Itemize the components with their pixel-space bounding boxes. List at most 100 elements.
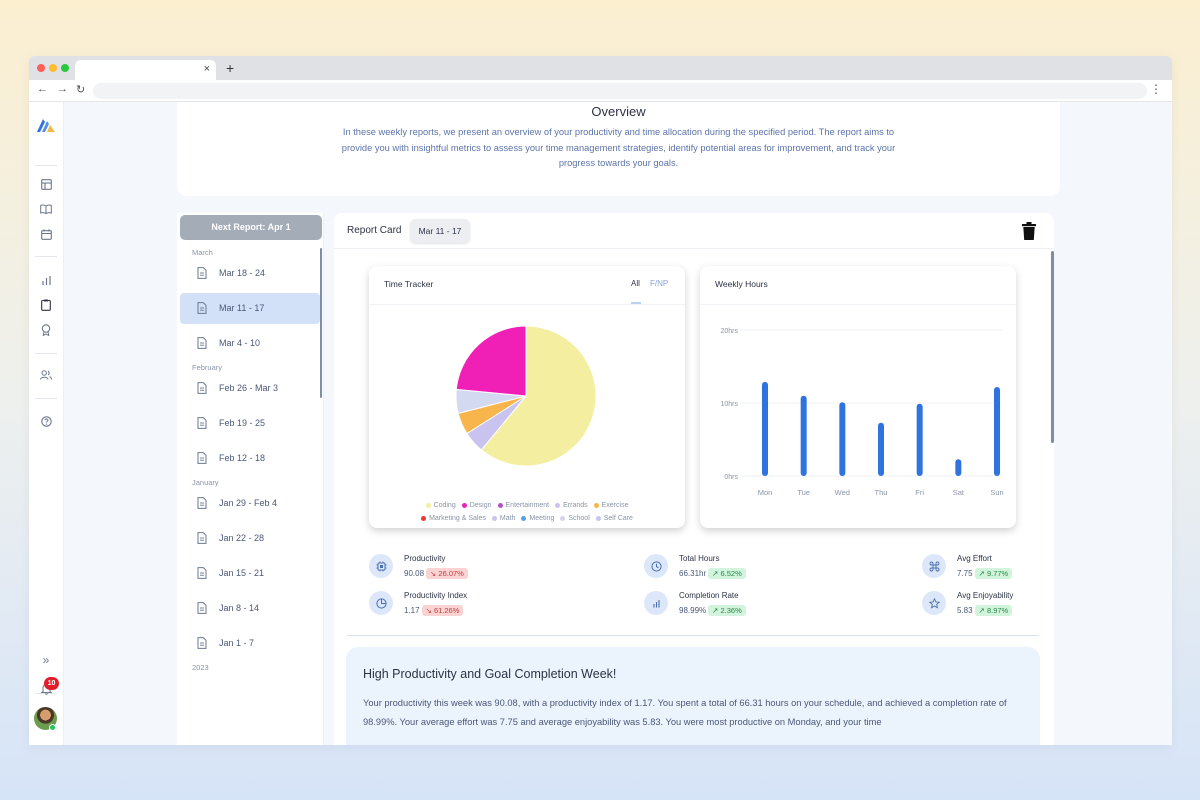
url-input[interactable]	[93, 83, 1147, 99]
legend-label: Entertainment	[505, 502, 550, 509]
forward-icon[interactable]: →	[57, 83, 68, 95]
legend-item[interactable]: Coding	[425, 502, 456, 509]
legend-item[interactable]: Exercise	[593, 502, 628, 509]
report-item-label: Mar 18 - 24	[219, 268, 266, 278]
app-logo[interactable]	[36, 116, 56, 134]
maximize-window-dot[interactable]	[61, 64, 69, 72]
cpu-icon	[369, 554, 393, 578]
legend-item[interactable]: Entertainment	[497, 502, 550, 509]
tab-close-icon[interactable]: ×	[203, 63, 210, 75]
report-item[interactable]: Jan 22 - 28	[180, 523, 320, 554]
next-report-button[interactable]: Next Report: Apr 1	[180, 215, 322, 240]
sidebar-divider	[35, 398, 57, 399]
bar-thu[interactable]	[878, 422, 884, 476]
bar-chart-icon	[644, 591, 668, 615]
report-item[interactable]: Mar 18 - 24	[180, 258, 320, 289]
reload-icon[interactable]: ↻	[76, 84, 86, 96]
new-tab-icon[interactable]: +	[226, 60, 235, 76]
legend-item[interactable]: Marketing & Sales	[421, 515, 486, 522]
dashboard-icon[interactable]	[39, 177, 53, 191]
notification-badge: 10	[44, 677, 59, 690]
time-tracker-card: Time Tracker All F/NP Coding Design Entert…	[369, 266, 685, 528]
report-card-scrollbar[interactable]	[1051, 251, 1054, 443]
legend-label: Coding	[433, 502, 456, 509]
tab-all[interactable]: All	[631, 279, 640, 288]
calendar-icon[interactable]	[39, 227, 53, 241]
x-tick-label: Thu	[875, 488, 888, 497]
time-tracker-pie-chart	[455, 325, 597, 467]
document-icon	[197, 337, 207, 349]
document-icon	[197, 497, 207, 509]
report-item[interactable]: Jan 15 - 21	[180, 558, 320, 589]
report-item[interactable]: Feb 19 - 25	[180, 408, 320, 439]
document-icon	[197, 567, 207, 579]
bar-sun[interactable]	[994, 386, 1000, 476]
report-item[interactable]: Mar 11 - 17	[180, 293, 320, 324]
document-icon	[197, 452, 207, 464]
metric-change-badge: ↘ 26.07%	[426, 568, 468, 579]
document-icon	[197, 602, 207, 614]
metric-change-badge: ↗ 8.97%	[974, 605, 1013, 616]
back-icon[interactable]: ←	[37, 83, 48, 95]
metric-value: 98.99% ↗ 2.36%	[679, 605, 746, 616]
report-item-label: Jan 8 - 14	[219, 603, 260, 613]
pie-slice-design[interactable]	[455, 325, 527, 397]
document-icon	[197, 267, 207, 279]
legend-item[interactable]: Design	[461, 502, 492, 509]
legend-item[interactable]: School	[560, 515, 590, 522]
users-icon[interactable]	[39, 368, 53, 382]
expand-icon[interactable]: »	[42, 653, 50, 667]
book-icon[interactable]	[39, 202, 53, 216]
legend-item[interactable]: Math	[491, 515, 515, 522]
reports-list: Next Report: Apr 1 March Mar 18 - 24 Mar 1…	[177, 213, 324, 745]
award-icon[interactable]	[39, 323, 53, 337]
overview-description: In these weekly reports, we present an o…	[341, 127, 896, 168]
chart-icon[interactable]	[39, 273, 53, 287]
report-item[interactable]: Jan 29 - Feb 4	[180, 488, 320, 519]
pie-slice-coding[interactable]	[480, 325, 597, 467]
metric-change-badge: ↘ 61.26%	[421, 605, 464, 616]
card-divider	[700, 304, 1016, 305]
legend-dot	[421, 515, 427, 521]
close-window-dot[interactable]	[37, 64, 45, 72]
x-tick-label: Tue	[797, 488, 810, 497]
bar-mon[interactable]	[762, 381, 768, 476]
metric-avg-effort: Avg Effort 7.75 ↗ 9.77%	[922, 554, 1054, 584]
trash-icon	[1022, 222, 1036, 240]
metric-completion-rate: Completion Rate 98.99% ↗ 2.36%	[644, 591, 804, 621]
browser-menu-icon[interactable]: ⋮	[1150, 82, 1162, 96]
clipboard-icon[interactable]	[39, 298, 53, 312]
browser-tab[interactable]: ×	[75, 60, 216, 80]
bar-wed[interactable]	[839, 402, 846, 476]
app-sidebar: » 10	[29, 102, 64, 745]
delete-report-button[interactable]	[1022, 222, 1036, 240]
bar-tue[interactable]	[800, 395, 807, 476]
document-icon	[197, 382, 207, 394]
legend-item[interactable]: Errands	[555, 502, 588, 509]
bar-fri[interactable]	[916, 403, 923, 476]
report-range-chip[interactable]: Mar 11 - 17	[410, 219, 470, 243]
minimize-window-dot[interactable]	[49, 64, 57, 72]
legend-item[interactable]: Self Care	[595, 515, 633, 522]
report-item[interactable]: Feb 12 - 18	[180, 443, 320, 474]
reports-scrollbar[interactable]	[320, 248, 322, 398]
tab-bar: × +	[29, 56, 1172, 80]
report-item-label: Jan 1 - 7	[219, 638, 255, 648]
x-tick-label: Mon	[758, 488, 773, 497]
y-tick-label: 20hrs	[720, 328, 738, 335]
metric-name: Total Hours	[679, 554, 720, 563]
tab-fnp[interactable]: F/NP	[650, 279, 669, 288]
metric-change-badge: ↗ 2.36%	[708, 605, 746, 616]
legend-item[interactable]: Meeting	[521, 515, 554, 522]
bar-sat[interactable]	[955, 459, 962, 476]
report-item[interactable]: Mar 4 - 10	[180, 328, 320, 359]
month-label: February	[192, 363, 223, 372]
metric-value: 90.08 ↘ 26.07%	[404, 568, 468, 579]
report-item[interactable]: Jan 8 - 14	[180, 593, 320, 624]
report-item[interactable]: Feb 26 - Mar 3	[180, 373, 320, 404]
metric-value-text: 98.99%	[679, 606, 707, 615]
metric-name: Avg Enjoyability	[957, 591, 1014, 600]
metric-value-text: 5.83	[957, 606, 973, 615]
help-icon[interactable]	[39, 414, 53, 428]
report-item[interactable]: Jan 1 - 7	[180, 628, 320, 659]
